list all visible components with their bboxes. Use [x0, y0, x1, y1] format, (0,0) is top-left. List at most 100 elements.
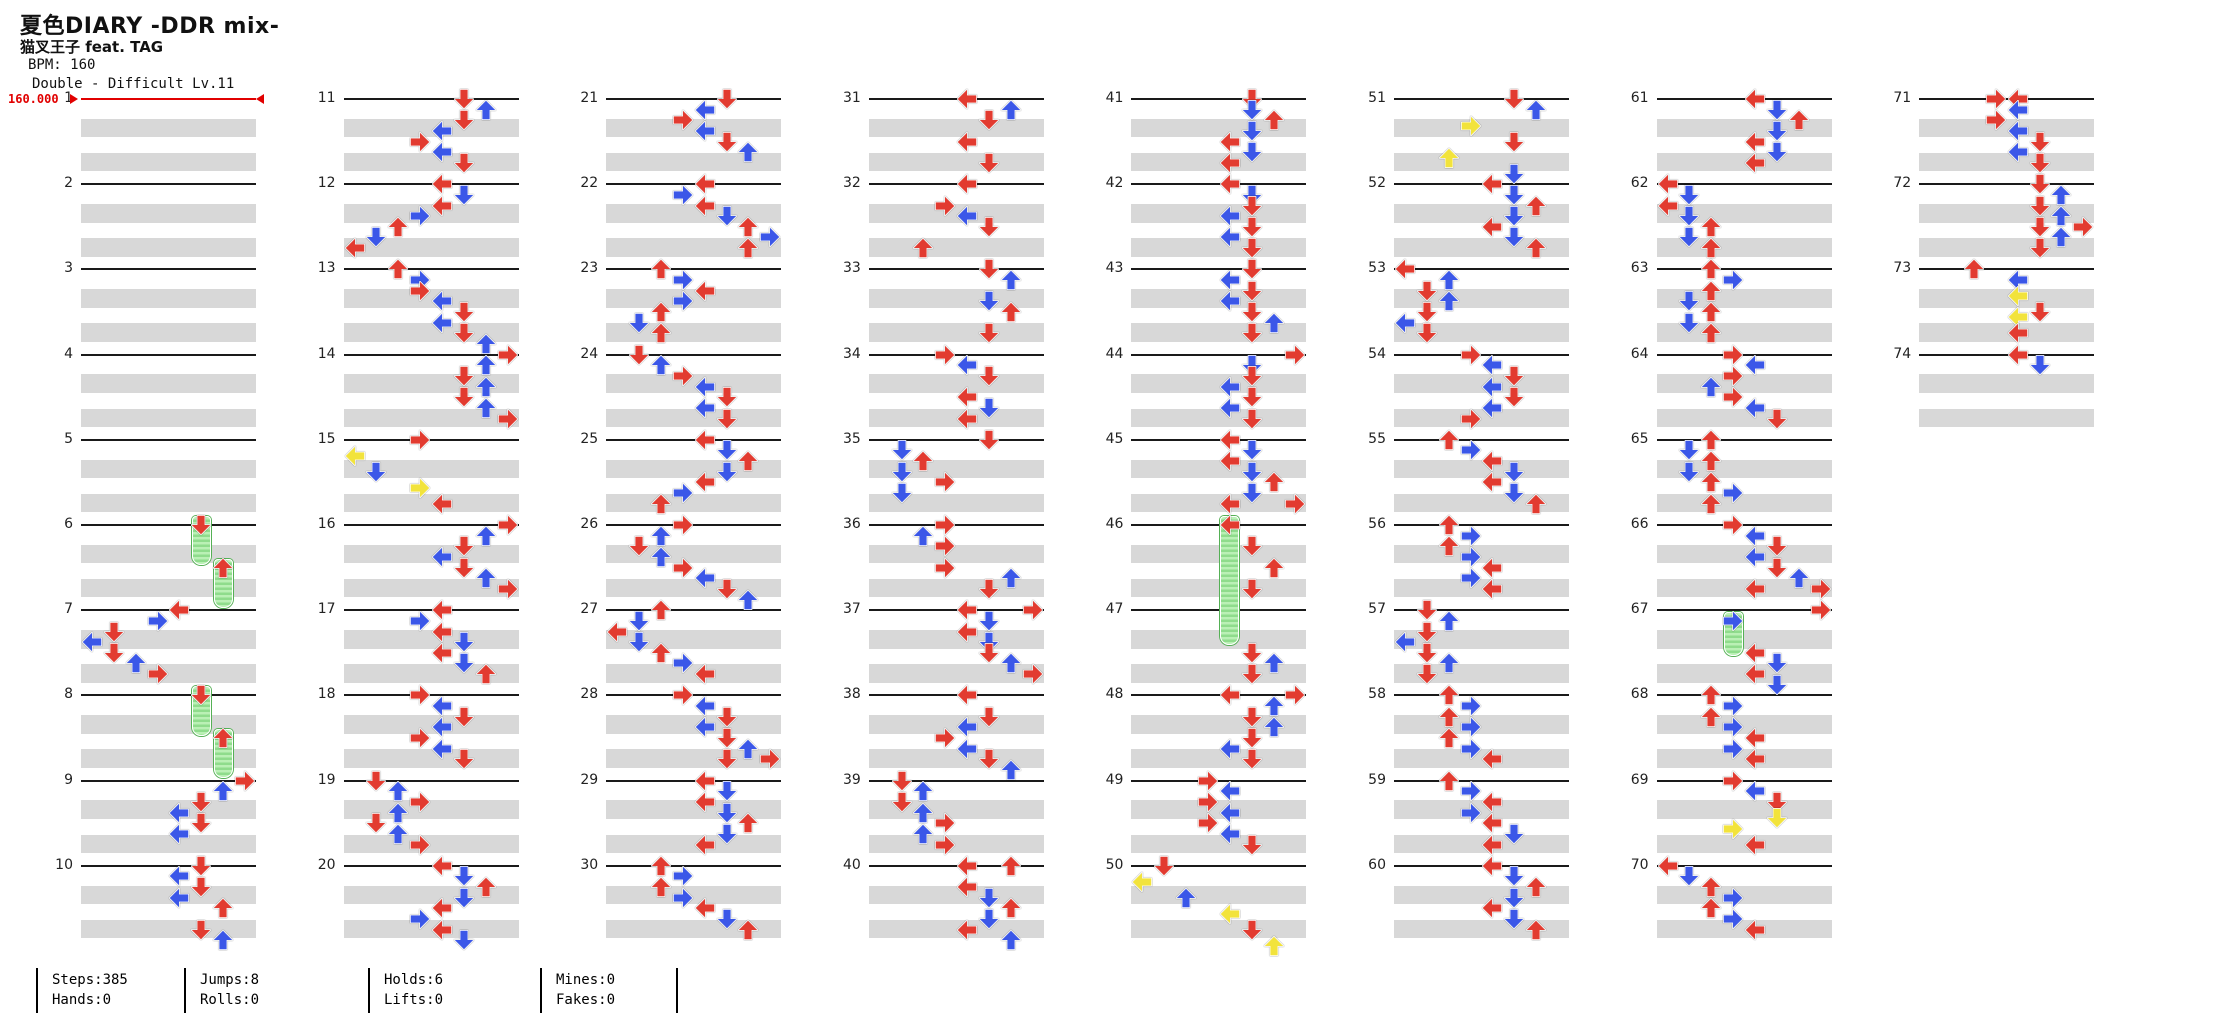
measure-line — [1656, 779, 1832, 782]
note-arrow-left — [957, 387, 978, 408]
measure-line — [868, 524, 1044, 526]
measure-number: 60 — [1368, 856, 1386, 873]
beat-band — [1919, 118, 2095, 138]
note-arrow-down — [1766, 791, 1787, 812]
measure-number: 41 — [1105, 90, 1124, 106]
note-arrow-left — [694, 280, 715, 301]
measure-number: 61 — [1630, 90, 1649, 106]
note-arrow-left — [957, 174, 978, 195]
note-arrow-right — [1723, 344, 1744, 365]
note-arrow-down — [1679, 461, 1700, 482]
beat-band — [606, 152, 782, 172]
note-arrow-down — [891, 440, 912, 461]
note-arrow-down — [1766, 142, 1787, 163]
beat-band — [343, 493, 519, 513]
beat-band — [606, 459, 782, 479]
beat-band — [1394, 323, 1569, 342]
measure-number: 15 — [317, 430, 336, 447]
note-arrow-down — [1679, 312, 1700, 333]
measure-line — [1656, 864, 1832, 867]
note-arrow-up — [1263, 110, 1284, 131]
note-arrow-down — [1504, 483, 1525, 504]
note-arrow-down — [979, 323, 1000, 344]
note-arrow-left — [694, 472, 715, 493]
measure-line — [1656, 353, 1832, 356]
note-arrow-up — [738, 813, 759, 834]
note-arrow-down — [1504, 206, 1525, 227]
note-arrow-up — [125, 653, 146, 674]
beat-band — [606, 800, 782, 819]
measure-number: 67 — [1630, 601, 1649, 618]
measure-line — [1131, 524, 1307, 526]
note-arrow-right — [1810, 600, 1831, 621]
measure-number: 56 — [1368, 516, 1386, 532]
stat-hands: Hands:0 — [52, 992, 112, 1009]
note-arrow-left — [1745, 131, 1766, 152]
note-arrow-up — [213, 898, 234, 919]
note-arrow-up — [1438, 685, 1459, 706]
beat-band — [1394, 800, 1569, 819]
note-arrow-up — [650, 355, 671, 376]
note-arrow-left — [1745, 89, 1766, 109]
note-arrow-right — [1285, 493, 1306, 514]
beat-band — [606, 664, 782, 683]
measure-number: 2 — [64, 175, 73, 192]
note-arrow-down — [1241, 834, 1262, 855]
note-arrow-down — [453, 887, 474, 908]
note-arrow-down — [1241, 749, 1262, 770]
measure-number: 1 — [64, 90, 73, 106]
note-arrow-left — [957, 717, 978, 738]
note-arrow-up — [738, 451, 759, 472]
note-arrow-up — [475, 99, 496, 120]
measure-line — [868, 98, 1044, 100]
stat-rolls: Rolls:0 — [200, 992, 260, 1009]
note-arrow-down — [891, 483, 912, 504]
note-arrow-down — [1504, 365, 1525, 386]
note-arrow-up — [1000, 898, 1021, 919]
beat-band — [1656, 544, 1832, 564]
beat-band — [81, 919, 256, 939]
note-arrow-down — [453, 365, 474, 386]
note-arrow-down — [1241, 302, 1262, 322]
note-arrow-up — [475, 333, 496, 354]
note-arrow-down — [716, 131, 737, 152]
difficulty-label: Double - Difficult Lv.11 — [32, 76, 235, 92]
note-arrow-down — [1241, 536, 1262, 557]
measure-number: 69 — [1630, 771, 1649, 788]
beat-band — [343, 715, 519, 734]
note-arrow-down — [1241, 387, 1262, 408]
note-arrow-down — [366, 461, 387, 482]
note-arrow-right — [1285, 344, 1306, 365]
beat-band — [1131, 749, 1307, 768]
beat-band — [868, 544, 1044, 564]
note-arrow-up — [1000, 99, 1021, 120]
note-arrow-right — [1460, 546, 1481, 567]
note-arrow-right — [1022, 664, 1043, 685]
note-arrow-up — [738, 738, 759, 759]
measure-number: 4 — [64, 345, 73, 362]
note-arrow-up — [1701, 323, 1722, 344]
beat-band — [868, 834, 1044, 854]
note-arrow-down — [453, 110, 474, 131]
note-arrow-up — [1263, 312, 1284, 333]
measure-number: 59 — [1368, 771, 1386, 788]
note-arrow-down — [1241, 440, 1262, 461]
beat-band — [81, 885, 256, 905]
note-arrow-down — [453, 387, 474, 408]
measure-line — [343, 779, 519, 782]
stat-steps: Steps:385 — [52, 972, 128, 988]
note-arrow-left — [169, 823, 190, 844]
beat-band — [343, 664, 519, 683]
note-arrow-down — [629, 610, 649, 631]
stat-mines: Mines:0 — [556, 972, 616, 988]
measure-line — [81, 438, 256, 441]
measure-line — [606, 268, 782, 271]
note-arrow-right — [1460, 344, 1481, 365]
note-arrow-up — [1176, 887, 1197, 908]
stats-group-mines: Mines:0 Fakes:0 — [540, 968, 676, 1013]
beat-band — [1131, 664, 1307, 683]
note-arrow-left — [694, 376, 715, 397]
note-arrow-up — [1438, 653, 1459, 674]
note-arrow-up — [475, 568, 496, 589]
measure-line — [1131, 779, 1307, 782]
